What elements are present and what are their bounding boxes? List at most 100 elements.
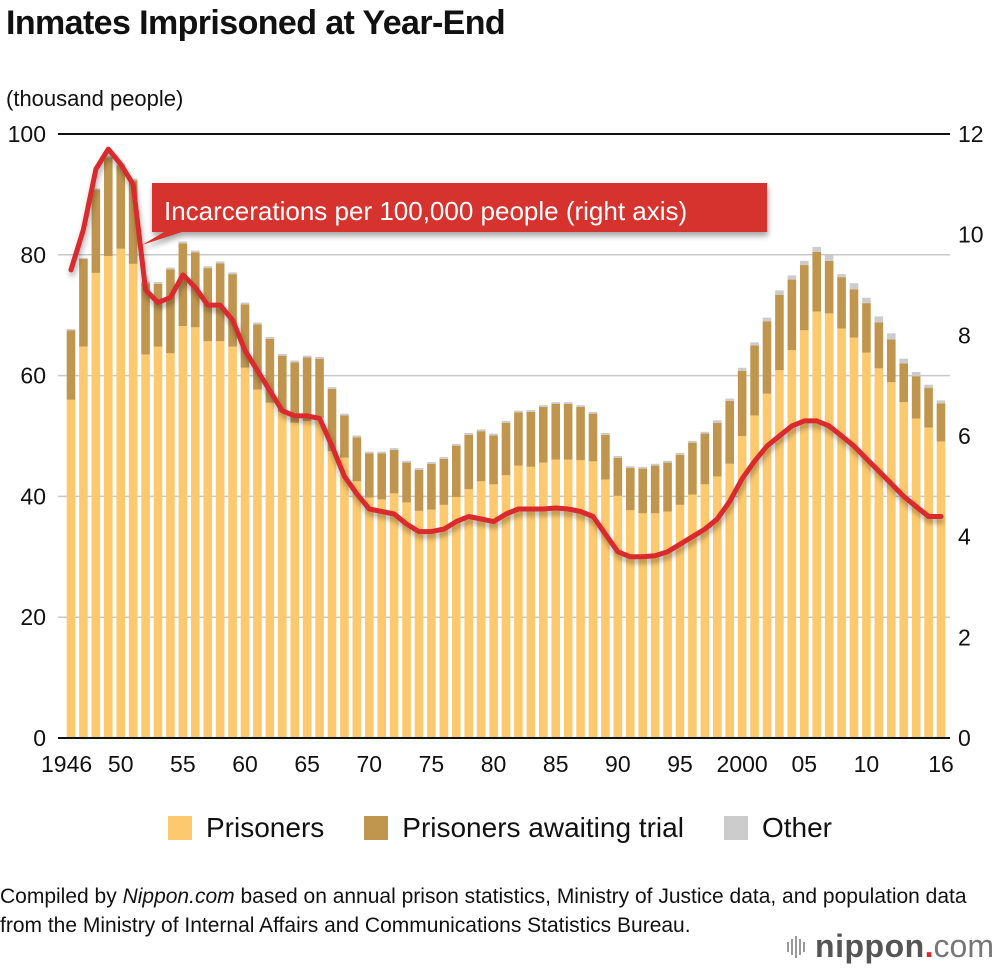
bar-other xyxy=(750,342,759,346)
bar-prisoners xyxy=(663,511,672,738)
x-tick-label: 70 xyxy=(356,751,382,777)
bar-awaiting-trial xyxy=(576,407,585,461)
y2-tick-label: 8 xyxy=(958,322,971,348)
bar-other xyxy=(128,178,138,181)
bar-stack xyxy=(787,275,797,738)
bar-prisoners xyxy=(253,389,262,738)
x-tick-label: 55 xyxy=(170,751,196,777)
bar-prisoners xyxy=(128,263,138,738)
bar-stack xyxy=(886,333,896,738)
bar-stack xyxy=(688,440,697,738)
bar-stack xyxy=(526,410,536,738)
bar-awaiting-trial xyxy=(849,289,859,338)
source-prefix: Compiled by xyxy=(0,885,123,908)
bar-stack xyxy=(439,457,449,738)
bar-awaiting-trial xyxy=(526,411,536,467)
bar-other xyxy=(103,155,113,158)
x-tick-label: 16 xyxy=(928,751,954,777)
bar-other xyxy=(253,322,262,325)
bar-awaiting-trial xyxy=(427,463,436,510)
bar-awaiting-trial xyxy=(91,189,101,273)
bar-prisoners xyxy=(936,441,946,738)
bar-prisoners xyxy=(911,418,921,738)
bar-other xyxy=(911,371,921,377)
bar-awaiting-trial xyxy=(762,321,772,394)
bar-stack xyxy=(911,371,921,738)
bar-prisoners xyxy=(66,399,76,738)
bar-stack xyxy=(936,400,946,738)
bar-stack xyxy=(601,432,610,738)
legend-label: Prisoners awaiting trial xyxy=(402,812,684,843)
source-brand: Nippon.com xyxy=(122,885,235,908)
bar-other xyxy=(203,266,213,269)
bar-stack xyxy=(812,246,822,738)
bar-awaiting-trial xyxy=(79,259,88,347)
y-tick-label: 20 xyxy=(20,604,46,630)
bar-prisoners xyxy=(103,256,113,738)
y2-tick-label: 12 xyxy=(958,121,984,147)
bar-other xyxy=(389,448,399,450)
bar-stack xyxy=(79,257,88,738)
logo-tld: com xyxy=(933,928,994,964)
bar-prisoners xyxy=(514,465,523,738)
bar-other xyxy=(302,355,312,358)
bar-stack xyxy=(663,460,672,738)
bar-other xyxy=(775,290,784,295)
bar-prisoners xyxy=(153,346,163,738)
bar-stack xyxy=(315,356,324,738)
bar-awaiting-trial xyxy=(899,363,909,403)
bar-stack xyxy=(265,336,275,738)
x-tick-label: 2000 xyxy=(717,751,768,777)
bar-stack xyxy=(277,353,287,738)
y2-tick-label: 2 xyxy=(958,624,971,650)
bar-prisoners xyxy=(588,461,598,738)
bar-prisoners xyxy=(775,370,784,738)
bar-prisoners xyxy=(625,510,635,738)
bar-awaiting-trial xyxy=(675,454,685,505)
bar-stack xyxy=(625,466,635,738)
bar-other xyxy=(240,302,250,305)
callout-label: Incarcerations per 100,000 people (right… xyxy=(164,196,687,226)
bar-stack xyxy=(538,405,548,738)
bar-awaiting-trial xyxy=(66,330,76,400)
bar-other xyxy=(277,353,287,356)
bar-other xyxy=(588,411,598,414)
bar-stack xyxy=(899,358,909,738)
x-tick-label: 75 xyxy=(419,751,445,777)
bar-other xyxy=(576,405,585,408)
bar-awaiting-trial xyxy=(340,415,349,458)
bar-prisoners xyxy=(315,417,324,738)
bar-awaiting-trial xyxy=(563,403,573,460)
bar-prisoners xyxy=(638,513,648,738)
bar-awaiting-trial xyxy=(178,243,188,327)
bar-awaiting-trial xyxy=(551,403,561,460)
bar-prisoners xyxy=(675,504,685,738)
bar-awaiting-trial xyxy=(650,465,660,514)
bar-prisoners xyxy=(240,367,250,738)
bar-stack xyxy=(178,241,188,738)
bar-stack xyxy=(91,188,101,738)
bar-prisoners xyxy=(899,402,909,738)
bar-other xyxy=(79,257,88,260)
bar-other xyxy=(265,336,275,339)
bar-prisoners xyxy=(700,484,710,738)
legend-swatch-other xyxy=(723,816,748,840)
axes: 1946 50 55 60 65 70 75 80 85 90 95 2000 05 10 16 xyxy=(41,737,954,777)
bar-stack xyxy=(389,448,399,738)
bar-prisoners xyxy=(91,272,101,738)
bar-stack xyxy=(489,433,498,738)
bar-awaiting-trial xyxy=(625,468,635,511)
bar-stack xyxy=(650,463,660,738)
bar-other xyxy=(663,460,672,463)
bar-awaiting-trial xyxy=(799,265,809,331)
x-tick-label: 90 xyxy=(605,751,631,777)
bar-stack xyxy=(476,429,486,738)
bar-awaiting-trial xyxy=(302,357,312,421)
bar-other xyxy=(489,433,498,436)
bar-stack xyxy=(340,413,349,738)
bar-awaiting-trial xyxy=(489,435,498,485)
y2-tick-label: 4 xyxy=(958,524,971,550)
source-note: Compiled by Nippon.com based on annual p… xyxy=(0,882,990,940)
bar-prisoners xyxy=(725,463,735,738)
bar-stack xyxy=(190,250,200,738)
